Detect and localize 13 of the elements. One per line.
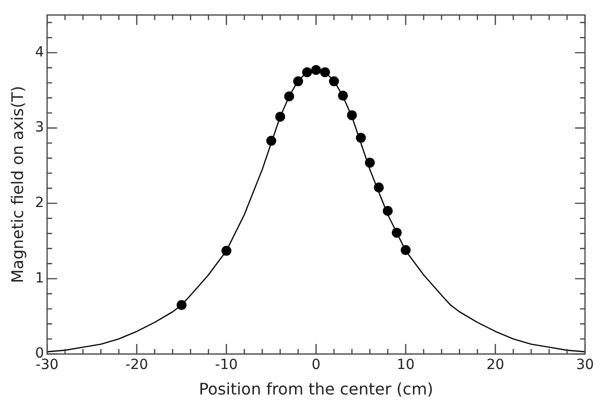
x-tick-label: 20	[486, 357, 504, 374]
y-tick-label: 2	[35, 194, 44, 211]
y-tick-label: 4	[35, 44, 44, 60]
x-tick-label: 10	[396, 357, 415, 374]
y-tick-label: 3	[35, 120, 44, 136]
y-tick-label: 1	[35, 270, 44, 286]
x-tick-label: -30	[36, 357, 59, 374]
x-tick-label: -20	[125, 357, 148, 374]
x-tick-label: -10	[214, 357, 238, 374]
x-tick-label: 30	[576, 357, 594, 374]
x-axis-title: Position from the center (cm)	[198, 380, 434, 399]
y-axis-title: Magnetic field on axis(T)	[8, 86, 27, 284]
x-tick-label: 0	[312, 357, 321, 374]
